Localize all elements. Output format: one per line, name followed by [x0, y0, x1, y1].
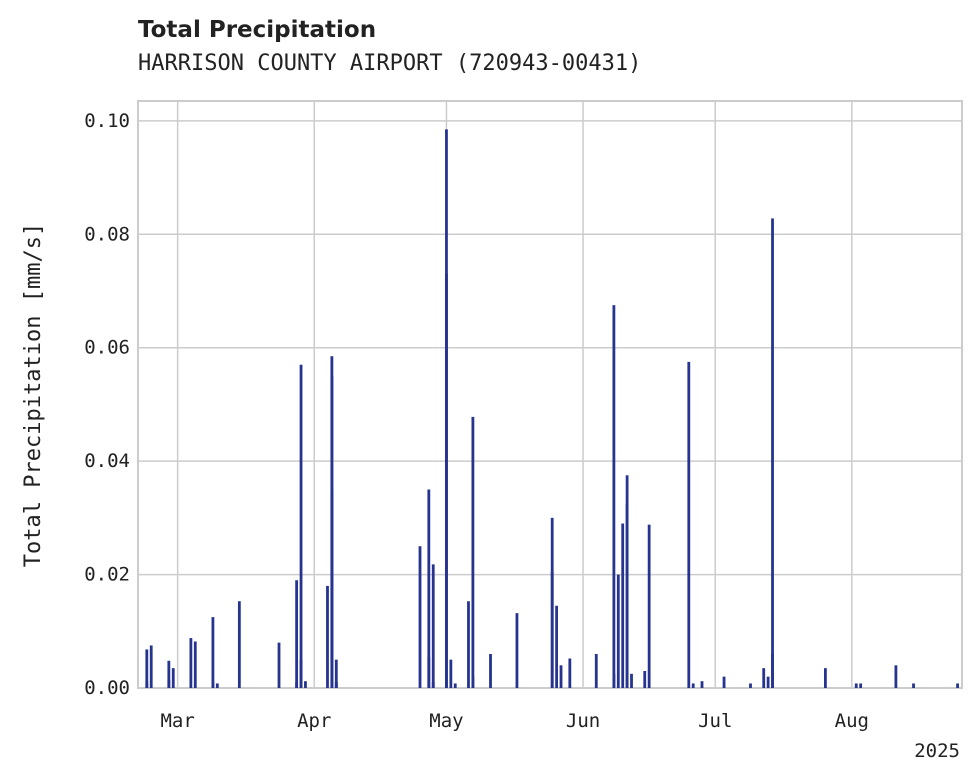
precipitation-bar [616, 574, 620, 688]
precipitation-bar [621, 523, 625, 688]
precipitation-bar [550, 517, 554, 688]
x-tick-label: Aug [835, 710, 869, 732]
precipitation-bar [431, 564, 435, 688]
precipitation-bar [771, 653, 774, 688]
y-tick-label: 0.10 [84, 110, 130, 132]
chart-title: Total Precipitation [138, 17, 377, 43]
precipitation-bar [643, 670, 647, 688]
x-axis-ticks: Mar Apr May Jun Jul Aug [160, 710, 869, 732]
precipitation-bar [237, 601, 241, 688]
y-axis-label: Total Precipitation [mm/s] [21, 223, 46, 567]
x-tick-label: Jul [698, 710, 732, 732]
precipitation-bar [449, 659, 453, 688]
precipitation-bar [894, 665, 898, 688]
y-tick-label: 0.00 [84, 677, 130, 699]
precipitation-bar [515, 613, 519, 688]
y-axis-ticks: 0.00 0.02 0.04 0.06 0.08 0.10 [84, 110, 130, 699]
precipitation-bar [625, 475, 629, 688]
precipitation-bar [304, 681, 307, 688]
precipitation-bar [859, 683, 863, 688]
precipitation-bar [647, 524, 651, 688]
precipitation-bar [559, 665, 563, 688]
precipitation-bars [145, 129, 959, 689]
x-tick-label: May [429, 710, 463, 732]
chart-subtitle: HARRISON COUNTY AIRPORT (720943-00431) [138, 51, 642, 76]
precipitation-bar [854, 683, 858, 688]
x-tick-label: Mar [160, 710, 194, 732]
precipitation-bar [555, 605, 559, 688]
precipitation-bar [489, 653, 492, 688]
x-tick-label: Apr [297, 710, 331, 732]
precipitation-bar [771, 218, 774, 688]
y-tick-label: 0.04 [84, 450, 130, 472]
precipitation-bar [171, 668, 175, 688]
precipitation-bar [299, 364, 303, 688]
plot-area [137, 100, 963, 689]
precipitation-bar [334, 659, 338, 688]
y-tick-label: 0.08 [84, 223, 130, 245]
precipitation-bar [766, 676, 770, 688]
precipitation-bar [630, 673, 633, 688]
precipitation-bar [334, 682, 338, 688]
precipitation-bar [453, 683, 457, 688]
precipitation-bar [326, 585, 329, 688]
precipitation-bar [193, 641, 197, 688]
precipitation-bar [145, 649, 149, 688]
x-tick-label: Jun [566, 710, 600, 732]
precipitation-bar [762, 668, 766, 688]
precipitation-bar [471, 416, 475, 688]
precipitation-bar [211, 617, 215, 688]
precipitation-bar [330, 356, 334, 688]
precipitation-bar [824, 668, 827, 688]
precipitation-bar [912, 683, 915, 688]
precipitation-bar [299, 659, 303, 688]
precipitation-bar [149, 645, 153, 688]
y-tick-label: 0.02 [84, 564, 130, 586]
precipitation-bar [211, 682, 215, 688]
precipitation-bar [295, 580, 299, 688]
precipitation-bar [167, 660, 171, 688]
precipitation-bar [431, 682, 435, 688]
precipitation-bar [145, 681, 149, 688]
precipitation-bar [700, 681, 704, 688]
precipitation-bar [427, 656, 431, 688]
precipitation-bar [189, 638, 193, 688]
precipitation-bar [467, 601, 470, 688]
precipitation-bar [277, 642, 281, 688]
precipitation-bar [445, 273, 448, 688]
precipitation-bar [612, 305, 616, 688]
precipitation-bar [215, 683, 219, 688]
y-tick-label: 0.06 [84, 337, 130, 359]
x-year-label: 2025 [914, 740, 960, 762]
precipitation-bar [471, 676, 475, 688]
precipitation-bar [956, 683, 959, 688]
precipitation-bar [687, 361, 691, 688]
precipitation-bar [749, 683, 752, 688]
precipitation-bar [427, 489, 431, 688]
precipitation-bar [594, 653, 598, 688]
precipitation-bar [418, 546, 422, 688]
precipitation-bar [691, 683, 695, 688]
precipitation-bar [722, 676, 726, 688]
precipitation-bar [568, 658, 572, 688]
